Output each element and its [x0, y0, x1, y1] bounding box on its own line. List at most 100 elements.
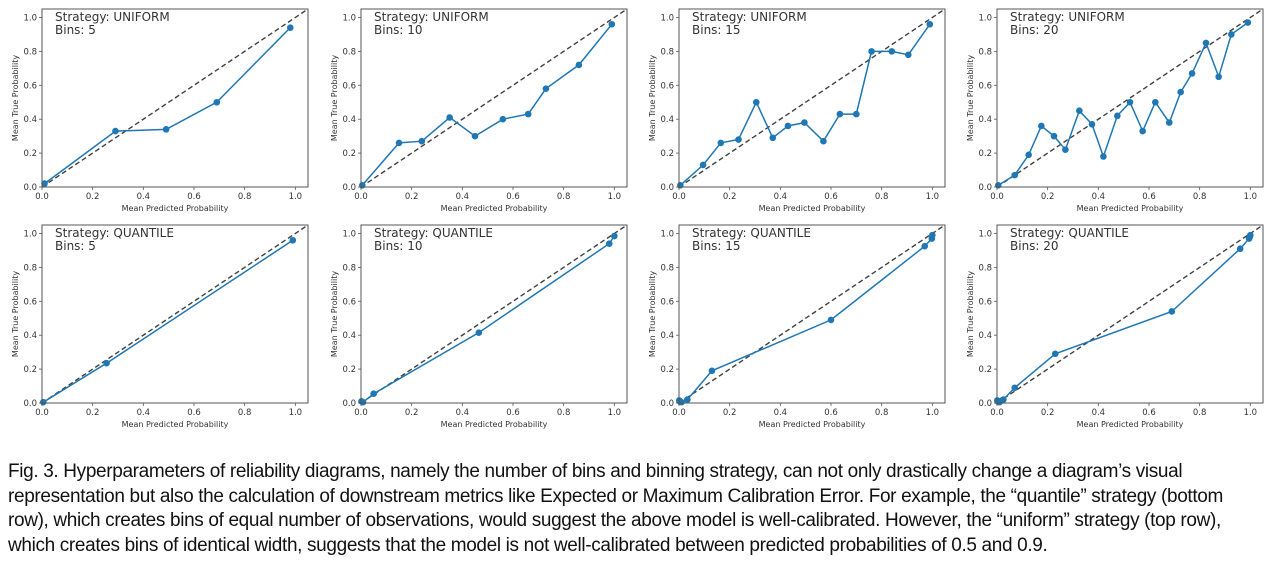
subplot-6: 0.0 0.2 0.4 0.6 0.8 1.0 0.0 0.2 0.4 0.6 0.8 1.0 Mean… [330, 224, 628, 429]
data-point [286, 24, 294, 31]
x-tick-label: 0.6 [506, 408, 520, 418]
data-point [699, 161, 707, 169]
data-point [1139, 127, 1146, 135]
y-tick-label: 0.0 [978, 399, 992, 409]
strategy-label: Strategy: UNIFORM [374, 10, 489, 24]
data-point [103, 359, 110, 367]
calibration-line [42, 239, 294, 403]
x-tick-label: 0.4 [137, 408, 151, 418]
y-axis-label: Mean True Probability [330, 271, 339, 357]
data-point [39, 398, 47, 406]
data-point [1126, 98, 1134, 106]
x-tick-label: 0.2 [405, 192, 419, 202]
y-tick-label: 0.4 [23, 115, 37, 125]
data-point [1168, 308, 1176, 315]
x-tick-label: 0.2 [86, 192, 100, 202]
x-tick-label: 0.4 [774, 192, 788, 202]
data-point [684, 396, 691, 403]
x-tick-label: 0.8 [238, 408, 252, 418]
x-tick-label: 0.6 [824, 192, 838, 202]
y-tick-label: 0.6 [342, 297, 356, 307]
x-tick-label: 0.2 [723, 408, 737, 418]
x-tick-label: 0.0 [672, 408, 686, 418]
y-tick-label: 0.4 [342, 115, 356, 125]
data-point [542, 85, 550, 92]
data-point [735, 136, 742, 143]
x-axis-label: Mean Predicted Probability [759, 420, 866, 429]
x-tick-label: 0.4 [774, 408, 788, 418]
y-tick-label: 0.8 [660, 47, 674, 57]
data-point [1076, 107, 1083, 115]
axes-frame [41, 224, 309, 404]
y-tick-label: 0.8 [660, 263, 674, 273]
x-tick-label: 0.2 [1041, 192, 1055, 202]
data-point [608, 20, 616, 28]
data-point [499, 115, 507, 123]
data-point [1062, 146, 1069, 154]
data-point [888, 48, 896, 55]
calibration-line [44, 27, 291, 185]
data-point [827, 316, 835, 324]
x-tick-label: 1.0 [926, 408, 940, 418]
data-point [1188, 70, 1196, 77]
reference-line [41, 224, 309, 404]
reference-line [360, 224, 628, 404]
y-tick-label: 0.2 [342, 365, 356, 375]
x-tick-label: 0.6 [824, 408, 838, 418]
x-tick-label: 1.0 [289, 192, 303, 202]
data-point [446, 114, 453, 121]
x-tick-label: 0.2 [723, 192, 737, 202]
data-point [708, 367, 716, 375]
data-point [112, 127, 119, 135]
y-tick-label: 0.2 [978, 149, 992, 159]
data-point [678, 398, 685, 406]
data-point [213, 98, 221, 106]
data-point [1114, 112, 1121, 120]
data-point [717, 139, 725, 147]
data-point [1202, 39, 1210, 47]
axes-frame [678, 8, 946, 188]
data-point [1236, 245, 1244, 253]
y-tick-label: 0.4 [660, 115, 674, 125]
x-tick-label: 1.0 [608, 408, 622, 418]
x-tick-label: 0.2 [1041, 408, 1055, 418]
x-tick-label: 0.8 [557, 408, 571, 418]
y-tick-label: 1.0 [23, 229, 37, 239]
x-tick-label: 0.8 [875, 408, 889, 418]
reference-line [678, 224, 946, 404]
y-tick-label: 0.2 [23, 149, 37, 159]
subplot-7: 0.0 0.2 0.4 0.6 0.8 1.0 0.0 0.2 0.4 0.6 0.8 1.0 Mean… [648, 224, 946, 429]
data-point [41, 180, 48, 187]
y-tick-label: 0.8 [23, 47, 37, 57]
strategy-label: Strategy: UNIFORM [692, 10, 807, 24]
data-point [471, 132, 479, 140]
bins-label: Bins: 20 [1010, 23, 1059, 37]
data-point [926, 20, 934, 28]
data-point [929, 231, 936, 239]
subplot-4: 0.0 0.2 0.4 0.6 0.8 1.0 0.0 0.2 0.4 0.6 0.8 1.0 Mean… [966, 8, 1264, 213]
y-tick-label: 0.2 [660, 365, 674, 375]
x-tick-label: 0.8 [557, 192, 571, 202]
strategy-label: Strategy: QUANTILE [692, 226, 811, 240]
data-point [1011, 171, 1019, 179]
y-tick-label: 0.4 [342, 331, 356, 341]
x-tick-label: 0.2 [405, 408, 419, 418]
subplot-3: 0.0 0.2 0.4 0.6 0.8 1.0 0.0 0.2 0.4 0.6 0.8 1.0 Mean… [648, 8, 946, 213]
data-point [784, 122, 792, 130]
y-tick-label: 0.6 [23, 81, 37, 91]
strategy-label: Strategy: UNIFORM [1010, 10, 1125, 24]
y-tick-label: 0.4 [23, 331, 37, 341]
x-tick-label: 1.0 [926, 192, 940, 202]
data-point [676, 182, 684, 189]
bins-label: Bins: 5 [55, 239, 96, 253]
data-point [994, 182, 1002, 189]
axes-frame [996, 8, 1264, 188]
x-tick-label: 1.0 [289, 408, 303, 418]
data-point [1088, 120, 1096, 128]
y-tick-label: 0.0 [660, 183, 674, 193]
data-point [769, 134, 777, 142]
x-axis-label: Mean Predicted Probability [122, 204, 229, 213]
x-tick-label: 1.0 [1244, 408, 1258, 418]
x-axis-label: Mean Predicted Probability [122, 420, 229, 429]
x-tick-label: 0.6 [1142, 192, 1156, 202]
